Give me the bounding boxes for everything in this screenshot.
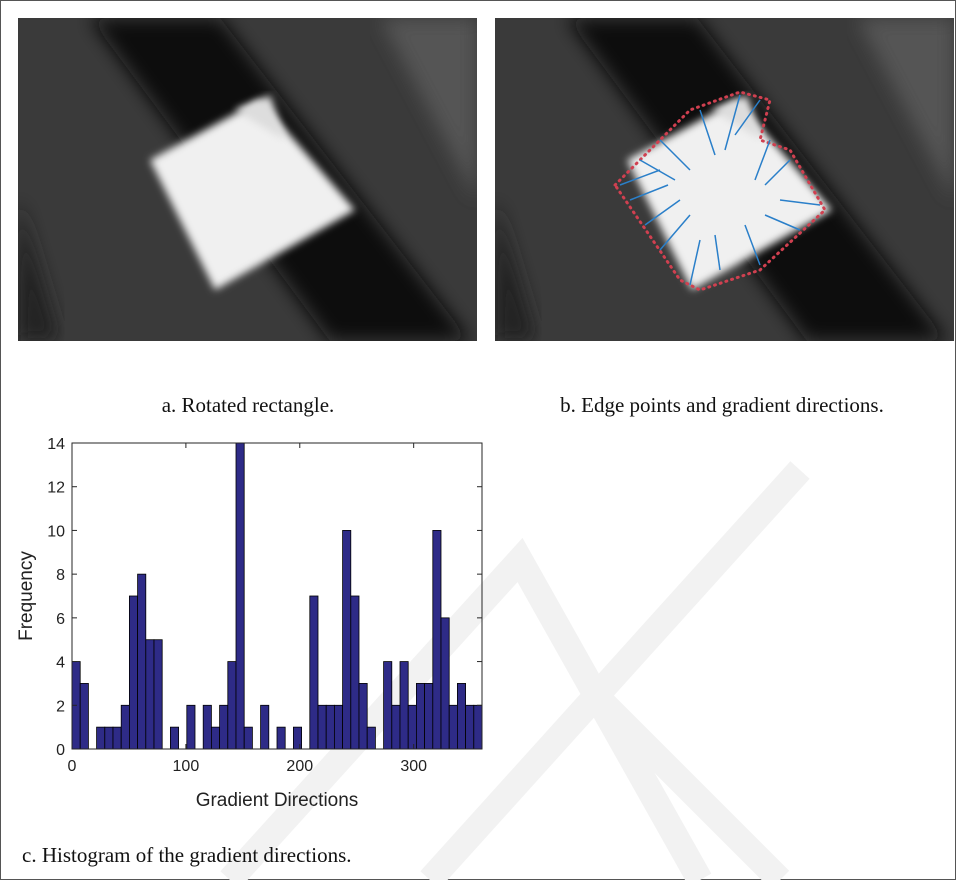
bar (425, 683, 433, 749)
bar (400, 662, 408, 749)
bar (351, 596, 359, 749)
bar (343, 530, 351, 749)
image-b (495, 18, 954, 341)
bar (138, 574, 146, 749)
bar (105, 727, 113, 749)
bar (170, 727, 178, 749)
caption-b: b. Edge points and gradient directions. (560, 393, 884, 417)
x-axis-label: Gradient Directions (196, 790, 359, 811)
bar (474, 705, 482, 749)
y-tick-label: 6 (56, 611, 65, 628)
bar (359, 683, 367, 749)
bar (154, 640, 162, 749)
bar (293, 727, 301, 749)
histogram: 0 2 4 6 8 10 12 14 0 100 200 300 Gradient Directions… (16, 436, 482, 811)
bar (211, 727, 219, 749)
bar (433, 530, 441, 749)
bar (244, 727, 252, 749)
x-tick-label: 200 (286, 758, 313, 775)
caption-a: a. Rotated rectangle. (162, 393, 335, 417)
bar (220, 705, 228, 749)
bar (236, 443, 244, 749)
bar (416, 683, 424, 749)
bar (392, 705, 400, 749)
x-tick-label: 100 (173, 758, 200, 775)
y-axis-label: Frequency (16, 551, 37, 641)
y-tick-label: 12 (47, 480, 65, 497)
bar (334, 705, 342, 749)
bar (326, 705, 334, 749)
page: a. Rotated rectangle. b. Edge points and… (0, 0, 956, 880)
bar (367, 727, 375, 749)
bar (449, 705, 457, 749)
x-tick-label: 300 (400, 758, 427, 775)
caption-c: c. Histogram of the gradient directions. (22, 843, 352, 867)
bar (310, 596, 318, 749)
image-a (18, 18, 477, 341)
bar (408, 705, 416, 749)
y-tick-label: 0 (56, 742, 65, 759)
bar (187, 705, 195, 749)
bar (466, 705, 474, 749)
bar (97, 727, 105, 749)
bar (441, 618, 449, 749)
y-tick-label: 2 (56, 698, 65, 715)
bar (457, 683, 465, 749)
bar (129, 596, 137, 749)
bar (261, 705, 269, 749)
bar (318, 705, 326, 749)
bar (384, 662, 392, 749)
bar (203, 705, 211, 749)
y-tick-label: 10 (47, 523, 65, 540)
y-tick-label: 8 (56, 567, 65, 584)
bar (228, 662, 236, 749)
y-tick-label: 14 (47, 436, 65, 453)
bar (277, 727, 285, 749)
bar (113, 727, 121, 749)
y-tick-label: 4 (56, 655, 65, 672)
x-tick-label: 0 (68, 758, 77, 775)
bar (146, 640, 154, 749)
bar (121, 705, 129, 749)
bar (80, 683, 88, 749)
